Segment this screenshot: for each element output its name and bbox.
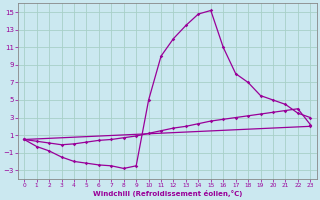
X-axis label: Windchill (Refroidissement éolien,°C): Windchill (Refroidissement éolien,°C) <box>92 190 242 197</box>
